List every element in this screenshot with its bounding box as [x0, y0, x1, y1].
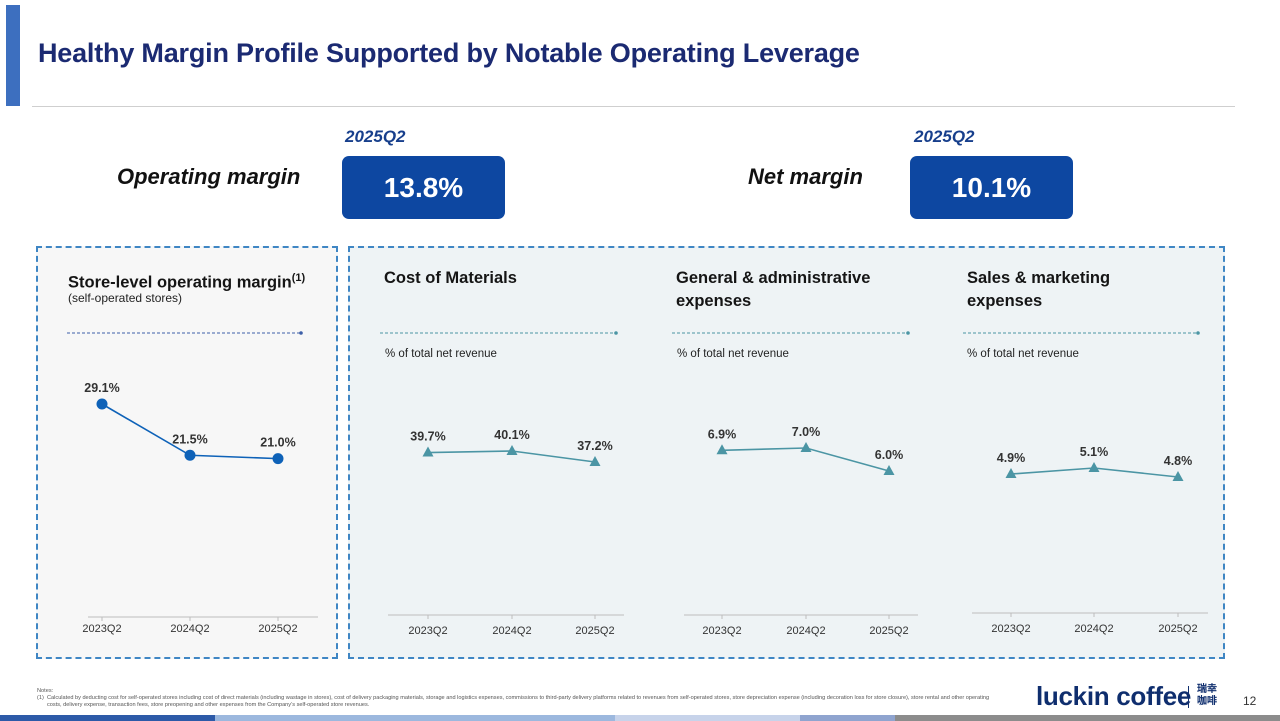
net-margin-label: Net margin — [748, 164, 863, 189]
store-x-tick-label: 2023Q2 — [82, 623, 121, 635]
ga-data-point — [716, 444, 728, 455]
ga-data-label: 6.9% — [708, 427, 737, 441]
title-accent-bar — [6, 5, 20, 106]
sm-data-point — [1088, 462, 1100, 472]
materials-data-label: 40.1% — [494, 428, 529, 442]
ga-title: General & administrative expenses — [676, 269, 871, 310]
ga-unit-label: % of total net revenue — [677, 348, 789, 360]
footer-strip-1 — [0, 715, 215, 721]
page-number: 12 — [1243, 694, 1257, 708]
materials-x-tick-label: 2025Q2 — [575, 625, 614, 637]
ga-x-tick-label: 2023Q2 — [702, 625, 741, 637]
materials-data-label: 39.7% — [410, 430, 445, 444]
materials-unit-label: % of total net revenue — [385, 348, 497, 360]
ga-data-point — [883, 465, 895, 475]
sm-data-point — [1005, 468, 1017, 478]
store-data-label: 29.1% — [84, 381, 119, 395]
store-margin-title: Store-level operating margin(1) — [68, 272, 306, 292]
materials-x-tick-label: 2024Q2 — [492, 625, 531, 637]
store-margin-panel — [36, 246, 338, 659]
expense-charts-panel — [348, 246, 1225, 659]
materials-data-point — [422, 446, 434, 457]
materials-title: Cost of Materials — [384, 269, 517, 287]
net-margin-period: 2025Q2 — [914, 127, 975, 146]
sm-data-label: 4.9% — [997, 451, 1026, 465]
store-data-point — [184, 449, 196, 461]
sm-x-tick-label: 2023Q2 — [991, 623, 1030, 635]
footnote-item: (1) Calculated by deducting cost for sel… — [37, 695, 990, 708]
store-header-rule-dot — [299, 331, 303, 335]
materials-data-point — [506, 445, 518, 455]
net-margin-value: 10.1% — [910, 156, 1073, 219]
notes-heading: Notes: — [37, 688, 54, 694]
store-margin-subtitle: (self-operated stores) — [68, 291, 183, 305]
footer-strip-3 — [615, 715, 800, 721]
store-data-point — [96, 398, 108, 410]
store-data-label: 21.5% — [172, 432, 207, 446]
ga-x-tick-label: 2025Q2 — [869, 625, 908, 637]
materials-data-point — [589, 456, 601, 466]
sm-data-label: 5.1% — [1080, 445, 1109, 459]
page-title: Healthy Margin Profile Supported by Nota… — [38, 38, 860, 68]
ga-x-tick-label: 2024Q2 — [786, 625, 825, 637]
materials-x-tick-label: 2023Q2 — [408, 625, 447, 637]
ga-data-point — [800, 442, 812, 452]
brand-logo-cn: 瑞幸咖啡 — [1197, 684, 1217, 707]
store-data-point — [272, 453, 284, 465]
store-x-tick-label: 2024Q2 — [170, 623, 209, 635]
sm-x-tick-label: 2025Q2 — [1158, 623, 1197, 635]
operating-margin-label: Operating margin — [117, 164, 301, 189]
sm-data-point — [1172, 471, 1184, 481]
footer-strip-2 — [215, 715, 615, 721]
store-x-tick-label: 2025Q2 — [258, 623, 297, 635]
materials-header-rule-dot — [614, 331, 618, 335]
sm-data-label: 4.8% — [1164, 454, 1193, 468]
ga-header-rule-dot — [906, 331, 910, 335]
ga-data-label: 7.0% — [792, 425, 821, 439]
brand-logo: luckin coffee — [1036, 681, 1192, 711]
operating-margin-value: 13.8% — [342, 156, 505, 219]
operating-margin-period: 2025Q2 — [345, 127, 406, 146]
title-divider — [32, 106, 1235, 107]
footer-strip-4 — [800, 715, 895, 721]
sm-unit-label: % of total net revenue — [967, 348, 1079, 360]
footer-strip-5 — [895, 715, 1280, 721]
store-data-label: 21.0% — [260, 436, 295, 450]
logo-separator — [1188, 686, 1189, 708]
footnotes: Notes: (1) Calculated by deducting cost … — [37, 688, 997, 709]
sm-x-tick-label: 2024Q2 — [1074, 623, 1113, 635]
sm-header-rule-dot — [1196, 331, 1200, 335]
materials-data-label: 37.2% — [577, 439, 612, 453]
ga-data-label: 6.0% — [875, 448, 904, 462]
sm-title: Sales & marketing expenses — [967, 269, 1111, 310]
